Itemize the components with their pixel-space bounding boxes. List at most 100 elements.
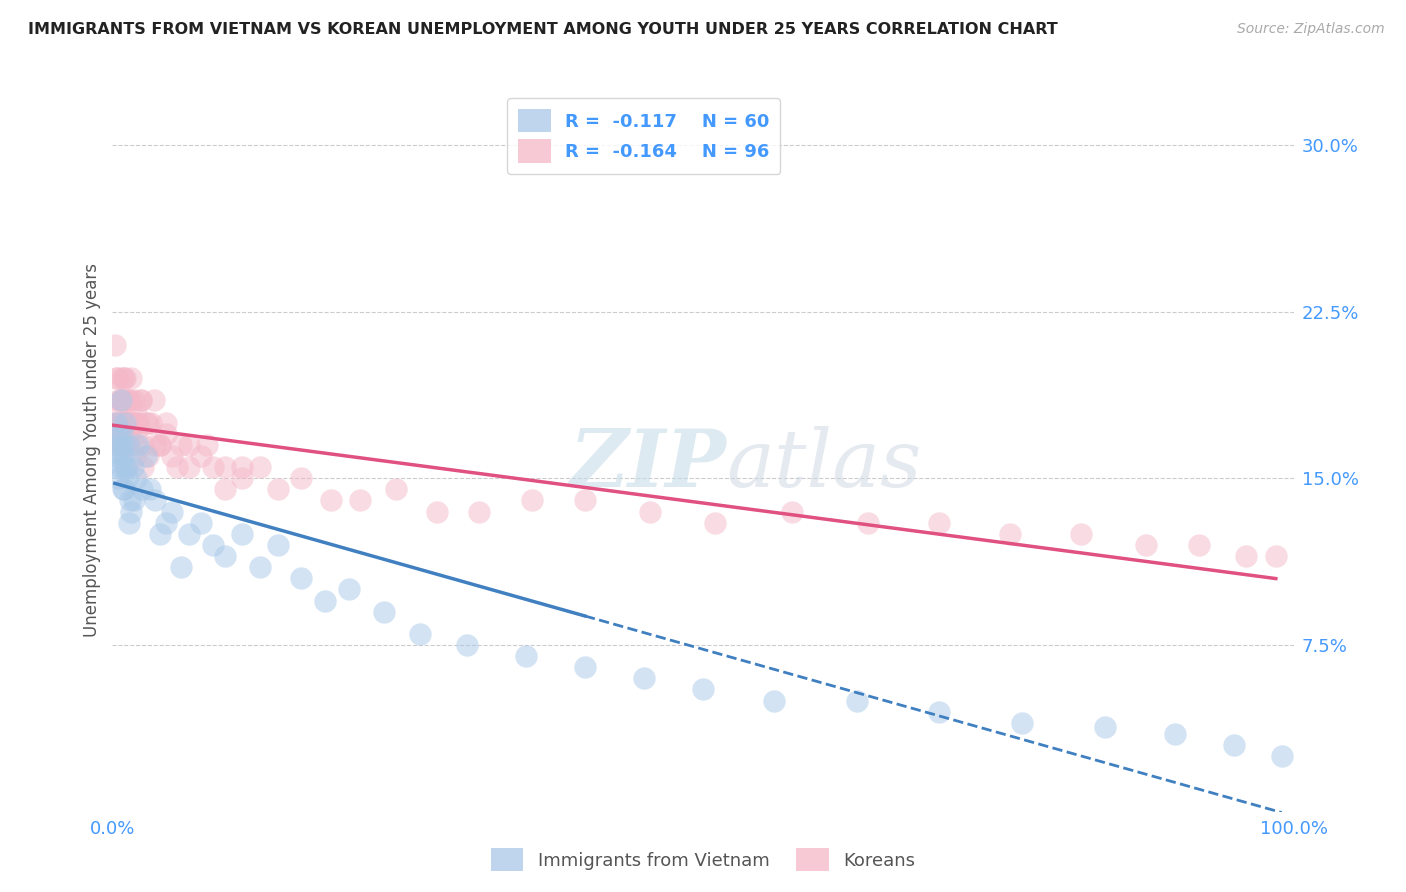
Point xyxy=(104,460,127,475)
Point xyxy=(110,416,132,430)
Point xyxy=(515,649,537,664)
Point xyxy=(104,338,127,352)
Point xyxy=(117,393,139,408)
Point xyxy=(214,549,236,563)
Point xyxy=(190,516,212,530)
Point xyxy=(111,426,134,441)
Point xyxy=(114,460,136,475)
Text: Source: ZipAtlas.com: Source: ZipAtlas.com xyxy=(1237,22,1385,37)
Point xyxy=(1271,749,1294,764)
Point xyxy=(290,571,312,585)
Point xyxy=(190,449,212,463)
Text: atlas: atlas xyxy=(727,426,922,504)
Point xyxy=(762,693,785,707)
Point xyxy=(111,371,134,385)
Point xyxy=(118,426,141,441)
Point xyxy=(121,460,143,475)
Point xyxy=(125,471,148,485)
Point xyxy=(201,538,224,552)
Point xyxy=(111,449,134,463)
Point xyxy=(118,416,141,430)
Point xyxy=(110,393,132,408)
Point xyxy=(149,438,172,452)
Point xyxy=(107,426,129,441)
Point xyxy=(135,416,157,430)
Point xyxy=(149,438,172,452)
Text: ZIP: ZIP xyxy=(569,426,727,504)
Legend: Immigrants from Vietnam, Koreans: Immigrants from Vietnam, Koreans xyxy=(484,841,922,879)
Point xyxy=(129,393,152,408)
Point xyxy=(103,438,125,452)
Point xyxy=(120,493,142,508)
Point xyxy=(998,526,1021,541)
Point xyxy=(456,638,478,652)
Point xyxy=(112,483,135,497)
Point xyxy=(385,483,408,497)
Point xyxy=(111,416,134,430)
Point xyxy=(170,438,193,452)
Point xyxy=(141,416,163,430)
Point xyxy=(1135,538,1157,552)
Point xyxy=(314,593,336,607)
Point xyxy=(319,493,342,508)
Point xyxy=(845,693,868,707)
Point xyxy=(110,438,132,452)
Point xyxy=(136,449,159,463)
Point xyxy=(132,460,155,475)
Point xyxy=(124,438,146,452)
Point xyxy=(117,438,139,452)
Point xyxy=(125,404,148,418)
Point xyxy=(124,449,146,463)
Point xyxy=(121,416,143,430)
Point xyxy=(373,605,395,619)
Point xyxy=(105,449,128,463)
Point xyxy=(120,393,142,408)
Point xyxy=(127,416,149,430)
Point xyxy=(1234,549,1257,563)
Point xyxy=(108,416,131,430)
Point xyxy=(120,371,142,385)
Point xyxy=(105,371,128,385)
Point xyxy=(638,505,661,519)
Point xyxy=(114,416,136,430)
Point xyxy=(136,416,159,430)
Point xyxy=(108,416,131,430)
Point xyxy=(105,404,128,418)
Point xyxy=(160,505,183,519)
Point xyxy=(115,416,138,430)
Point xyxy=(155,516,177,530)
Point xyxy=(703,516,725,530)
Text: IMMIGRANTS FROM VIETNAM VS KOREAN UNEMPLOYMENT AMONG YOUTH UNDER 25 YEARS CORREL: IMMIGRANTS FROM VIETNAM VS KOREAN UNEMPL… xyxy=(28,22,1057,37)
Point xyxy=(131,483,153,497)
Point xyxy=(115,438,138,452)
Point xyxy=(179,460,201,475)
Point xyxy=(122,393,145,408)
Point xyxy=(112,371,135,385)
Point xyxy=(117,438,139,452)
Point xyxy=(105,438,128,452)
Point xyxy=(115,393,138,408)
Y-axis label: Unemployment Among Youth under 25 years: Unemployment Among Youth under 25 years xyxy=(83,263,101,638)
Point xyxy=(337,582,360,597)
Point xyxy=(112,483,135,497)
Point xyxy=(108,393,131,408)
Point xyxy=(122,493,145,508)
Point xyxy=(105,371,128,385)
Point xyxy=(179,438,201,452)
Point xyxy=(112,416,135,430)
Point xyxy=(1070,526,1092,541)
Point xyxy=(120,416,142,430)
Point xyxy=(107,426,129,441)
Point xyxy=(115,460,138,475)
Point xyxy=(112,416,135,430)
Point xyxy=(1164,727,1187,741)
Point xyxy=(1188,538,1211,552)
Point xyxy=(107,426,129,441)
Point xyxy=(267,538,290,552)
Point xyxy=(195,438,218,452)
Point xyxy=(231,460,253,475)
Point xyxy=(111,416,134,430)
Point xyxy=(132,438,155,452)
Point xyxy=(574,493,596,508)
Point xyxy=(112,393,135,408)
